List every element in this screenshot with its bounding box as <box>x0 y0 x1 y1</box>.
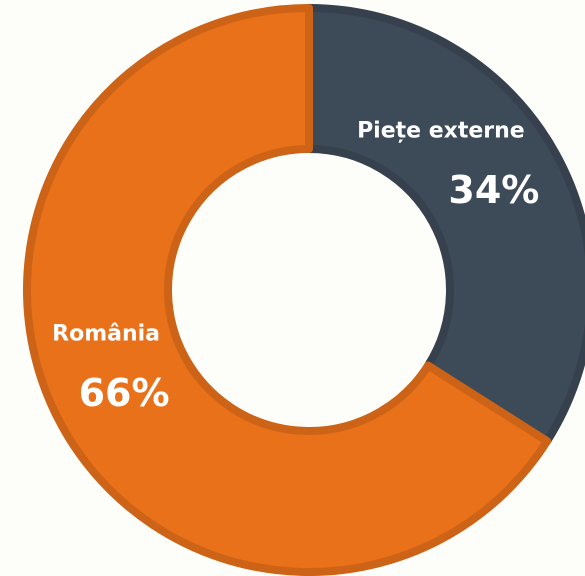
donut-segment <box>23 4 552 576</box>
segment-label: România <box>52 322 160 347</box>
segment-value-label: 34% <box>448 168 539 212</box>
donut-segment <box>305 4 585 446</box>
segment-label: Piețe externe <box>357 118 525 143</box>
segment-value-label: 66% <box>79 371 170 415</box>
